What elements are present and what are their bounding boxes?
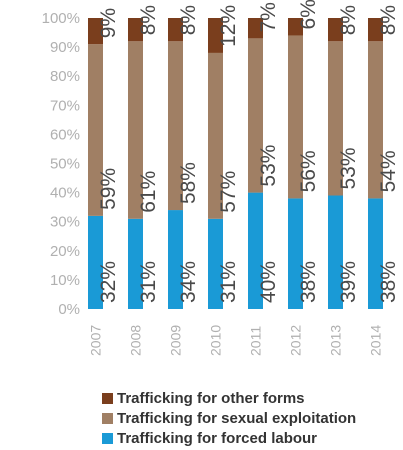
data-label: 9% — [97, 8, 120, 38]
legend-swatch-sexual — [102, 412, 113, 424]
bar-segment — [208, 218, 223, 309]
data-label: 40% — [257, 261, 280, 303]
bar-segment — [328, 195, 343, 309]
bar-segment — [88, 215, 103, 309]
data-label: 53% — [337, 147, 360, 189]
legend-swatch-forced — [102, 432, 113, 444]
data-label: 31% — [217, 261, 240, 303]
x-axis: 2007 2008 2009 2010 2011 2012 2013 2014 — [88, 325, 384, 356]
bar-segment — [248, 18, 263, 39]
bar-segment — [88, 18, 103, 45]
data-label: 58% — [177, 162, 200, 204]
y-tick-label: 40% — [50, 185, 80, 202]
bar-segment — [208, 52, 223, 219]
legend-label-forced: Trafficking for forced labour — [117, 429, 318, 447]
x-tick-label: 2007 — [88, 325, 104, 356]
data-label: 59% — [97, 168, 120, 210]
y-tick-label: 80% — [50, 68, 80, 85]
data-label: 8% — [137, 5, 160, 35]
data-label: 32% — [97, 261, 120, 303]
y-tick-label: 0% — [58, 301, 80, 318]
x-tick-label: 2009 — [168, 325, 184, 356]
data-label: 57% — [217, 171, 240, 213]
legend-item-other: Trafficking for other forms — [102, 388, 356, 408]
y-tick-label: 90% — [50, 39, 80, 56]
y-tick-label: 60% — [50, 126, 80, 143]
x-tick-label: 2008 — [128, 325, 144, 356]
legend-item-forced: Trafficking for forced labour — [102, 428, 356, 448]
y-tick-label: 20% — [50, 243, 80, 260]
data-label: 39% — [337, 261, 360, 303]
data-label: 8% — [177, 5, 200, 35]
bar-segment — [288, 198, 303, 309]
legend-label-sexual: Trafficking for sexual exploitation — [117, 409, 357, 427]
bar-segment — [168, 210, 183, 309]
bar-segment — [328, 18, 343, 42]
x-tick-label: 2010 — [208, 325, 224, 356]
legend-item-sexual: Trafficking for sexual exploitation — [102, 408, 356, 428]
bars — [88, 18, 383, 309]
data-label: 38% — [377, 261, 400, 303]
data-label: 34% — [177, 261, 200, 303]
data-label: 54% — [377, 150, 400, 192]
bar-segment — [128, 18, 143, 42]
data-label: 8% — [377, 5, 400, 35]
legend-swatch-other — [102, 392, 113, 404]
bar-segment — [248, 38, 263, 193]
y-tick-label: 10% — [50, 272, 80, 289]
data-label: 7% — [257, 2, 280, 32]
data-label: 6% — [297, 0, 320, 29]
y-tick-label: 30% — [50, 214, 80, 231]
data-label: 31% — [137, 261, 160, 303]
x-tick-label: 2013 — [328, 325, 344, 356]
data-label: 56% — [297, 150, 320, 192]
y-tick-label: 70% — [50, 97, 80, 114]
legend: Trafficking for other forms Trafficking … — [102, 388, 356, 448]
data-labels: 32% 59% 9% 31% 61% 8% 34% 58% 8% 31% 57% 12% 40% 53% 7… — [97, 0, 400, 303]
bar-segment — [208, 18, 223, 53]
bar-segment — [288, 18, 303, 36]
data-label: 8% — [337, 5, 360, 35]
legend-label-other: Trafficking for other forms — [117, 389, 305, 407]
data-label: 38% — [297, 261, 320, 303]
x-tick-label: 2012 — [288, 325, 304, 356]
bar-segment — [248, 192, 263, 309]
y-tick-label: 50% — [50, 156, 80, 173]
bar-segment — [368, 198, 383, 309]
x-tick-label: 2014 — [368, 325, 384, 356]
y-tick-label: 100% — [42, 10, 80, 27]
bar-segment — [168, 18, 183, 42]
y-axis: 0% 10% 20% 30% 40% 50% 60% 70% 80% 90% 100% — [42, 10, 80, 318]
bar-segment — [368, 41, 383, 199]
bar-segment — [288, 35, 303, 199]
x-tick-label: 2011 — [248, 326, 264, 356]
bar-segment — [88, 44, 103, 216]
bar-segment — [168, 41, 183, 211]
data-label: 61% — [137, 171, 160, 213]
data-label: 53% — [257, 145, 280, 187]
bar-segment — [128, 41, 143, 219]
bar-segment — [128, 218, 143, 309]
bar-segment — [368, 18, 383, 42]
data-label: 12% — [217, 5, 240, 47]
bar-segment — [328, 41, 343, 196]
